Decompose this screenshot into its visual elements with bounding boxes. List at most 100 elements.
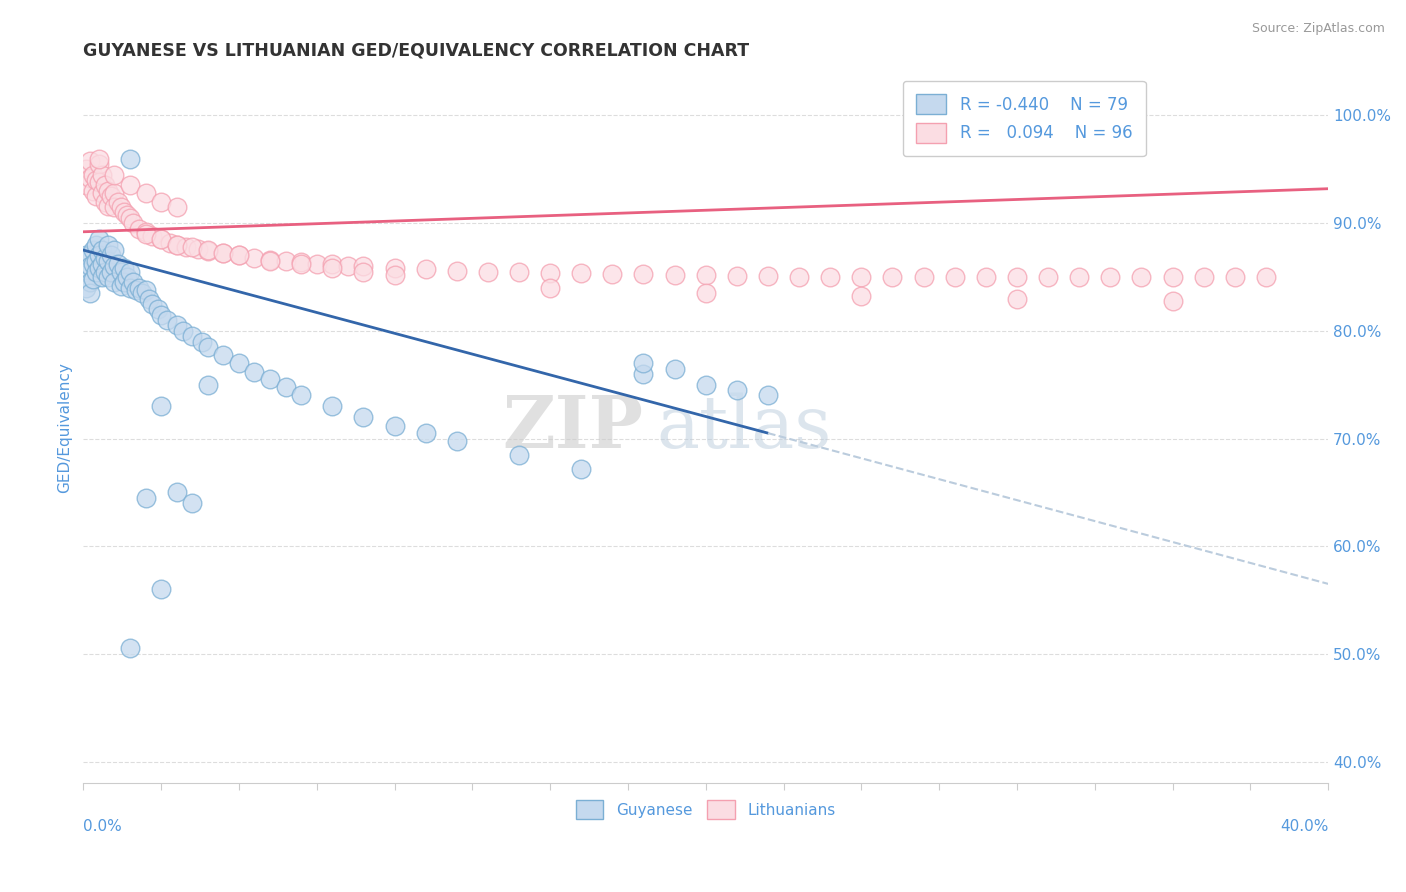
Text: Source: ZipAtlas.com: Source: ZipAtlas.com [1251,22,1385,36]
Point [79,170,101,185]
Point [290,388,312,402]
Point [166,237,188,252]
Point [94,194,117,209]
Point [166,237,188,252]
Point [91,270,114,285]
Point [91,243,114,257]
Point [274,380,297,394]
Point [384,268,406,282]
Point [943,270,966,285]
Point [103,243,125,257]
Point [569,461,592,475]
Point [352,259,374,273]
Point [756,388,779,402]
Point [756,268,779,283]
Point [818,270,841,285]
Point [100,265,122,279]
Point [197,243,219,257]
Point [508,448,530,462]
Point [112,261,135,276]
Point [166,318,188,333]
Point [91,186,114,200]
Point [695,268,717,282]
Point [110,200,132,214]
Point [103,259,125,273]
Point [79,248,101,262]
Point [477,265,499,279]
Point [110,265,132,279]
Point [197,244,219,259]
Point [415,262,437,277]
Point [725,383,748,397]
Point [79,259,101,273]
Point [107,194,129,209]
Point [274,253,297,268]
Point [150,194,173,209]
Point [97,253,120,268]
Point [538,266,561,280]
Point [212,246,235,260]
Text: ZIP: ZIP [502,392,644,463]
Point [135,227,157,241]
Point [228,356,250,370]
Point [110,278,132,293]
Point [115,270,138,285]
Point [82,257,104,271]
Point [75,162,97,177]
Point [115,208,138,222]
Point [150,582,173,597]
Point [602,267,624,281]
Point [1161,270,1184,285]
Point [82,184,104,198]
Point [103,186,125,200]
Text: atlas: atlas [657,392,831,463]
Point [664,268,686,282]
Point [1069,270,1091,285]
Point [446,263,468,277]
Point [695,377,717,392]
Point [150,308,173,322]
Point [112,205,135,219]
Point [1099,270,1122,285]
Point [100,189,122,203]
Point [97,199,120,213]
Point [156,313,179,327]
Point [1005,270,1028,285]
Point [141,297,163,311]
Point [107,257,129,271]
Point [243,365,266,379]
Point [118,152,141,166]
Point [664,361,686,376]
Point [633,356,655,370]
Point [912,270,935,285]
Point [159,235,181,250]
Point [197,340,219,354]
Point [695,286,717,301]
Text: 40.0%: 40.0% [1279,819,1329,834]
Point [100,248,122,262]
Point [243,251,266,265]
Point [259,252,281,267]
Point [112,276,135,290]
Point [882,270,904,285]
Point [82,168,104,182]
Point [84,237,107,252]
Point [103,276,125,290]
Point [79,286,101,301]
Point [82,272,104,286]
Point [384,261,406,276]
Point [290,255,312,269]
Point [79,276,101,290]
Point [1161,293,1184,308]
Point [118,641,141,656]
Point [128,281,150,295]
Point [118,281,141,295]
Point [131,286,153,301]
Text: 0.0%: 0.0% [83,819,122,834]
Point [851,270,873,285]
Point [150,232,173,246]
Point [87,175,110,189]
Point [212,347,235,361]
Point [118,178,141,193]
Point [569,266,592,280]
